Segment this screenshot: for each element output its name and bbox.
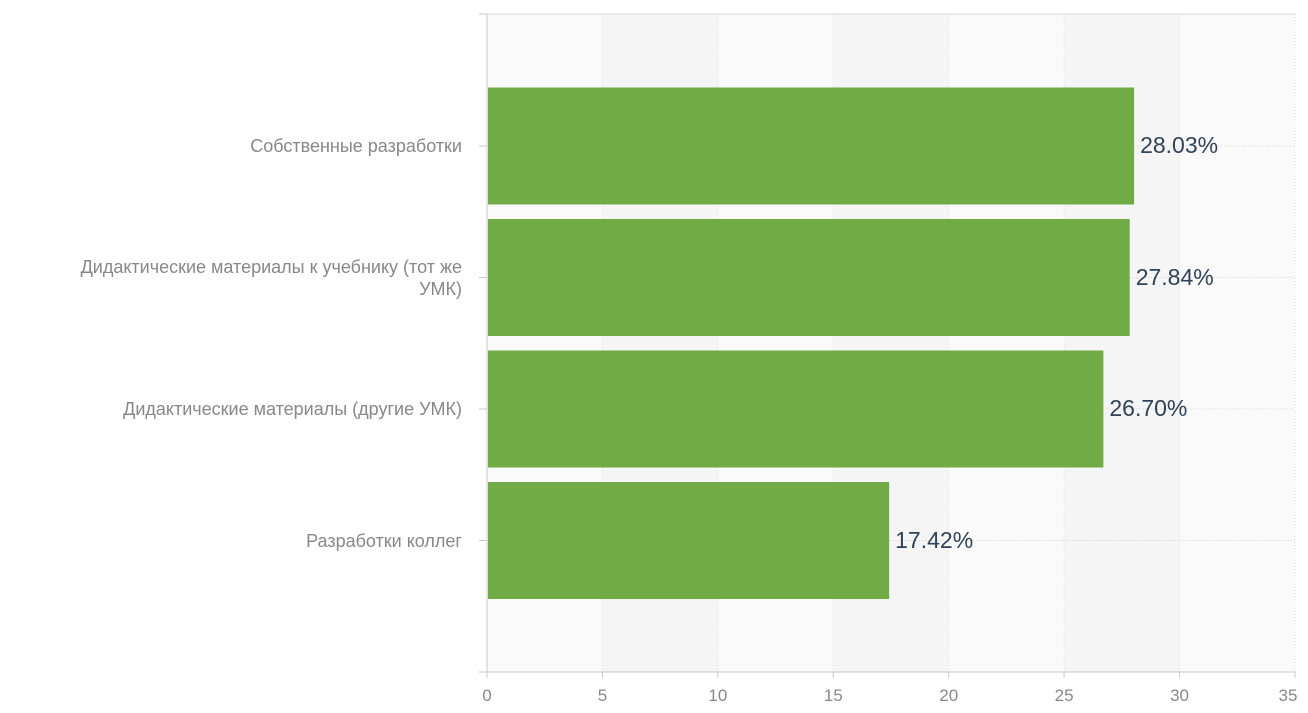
bar (488, 482, 890, 599)
category-label-line: Разработки коллег (306, 530, 462, 551)
x-tick-label: 25 (1054, 686, 1074, 705)
category-label: Собственные разработки (0, 135, 462, 157)
x-tick-label: 15 (823, 686, 843, 705)
bar (488, 350, 1104, 468)
category-label-line: Собственные разработки (250, 136, 462, 156)
plot-band (1179, 14, 1295, 672)
bar (488, 87, 1135, 205)
category-label-line: Дидактические материалы (другие УМК) (123, 399, 462, 419)
x-tick-label: 10 (708, 686, 728, 705)
bar-data-label: 27.84% (1135, 263, 1214, 290)
category-label: Разработки коллег (0, 530, 462, 552)
x-tick-label: 35 (1278, 686, 1298, 705)
x-tick-label: 20 (939, 686, 959, 705)
x-tick-label: 0 (482, 686, 492, 705)
category-label: Дидактические материалы (другие УМК) (0, 398, 462, 420)
x-tick-label: 5 (597, 686, 608, 705)
bar (488, 219, 1130, 336)
x-tick-label: 30 (1170, 686, 1190, 705)
category-label-line: Дидактические материалы к учебнику (тот … (80, 256, 462, 277)
bar-data-label: 26.70% (1109, 395, 1188, 421)
bar-data-label: 28.03% (1140, 132, 1219, 158)
category-label-line: УМК) (419, 278, 462, 299)
bar-data-label: 17.42% (895, 526, 974, 553)
category-label: Дидактические материалы к учебнику (тот … (0, 256, 462, 300)
